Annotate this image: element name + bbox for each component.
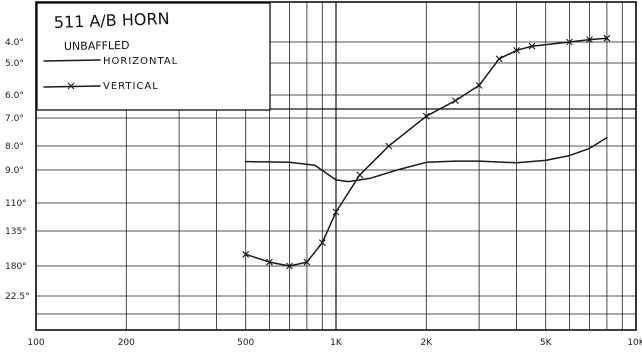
plot-frame	[35, 1, 637, 331]
chart-title: 511 A/B HORN	[53, 9, 169, 32]
legend-marker-x	[67, 82, 75, 90]
legend-label-vertical: VERTICAL	[103, 81, 159, 92]
chart-subtitle: UNBAFFLED	[64, 39, 130, 53]
data-point-vertical	[586, 36, 593, 43]
x-tick-label: 1K	[330, 338, 343, 348]
x-tick-label: 10K	[627, 338, 642, 348]
y-axis-ticks: 4.0° 5.0° 6.0° 7.0° 8.0° 9.0° 110° 135° 180° 22.5…	[5, 38, 30, 302]
legend-box	[36, 2, 271, 111]
series-line-horizontal	[244, 136, 608, 183]
legend-label-horizontal: HORIZONTAL	[103, 56, 178, 67]
y-tick-label: 135°	[5, 227, 27, 237]
series-group	[242, 34, 611, 270]
y-tick-label: 8.0°	[5, 142, 24, 152]
y-tick-label: 7.0°	[5, 114, 24, 124]
data-point-vertical	[475, 82, 483, 89]
x-tick-label: 2K	[420, 338, 433, 348]
legend: 511 A/B HORN UNBAFFLED HORIZONTAL VERTIC…	[36, 2, 271, 111]
y-tick-label: 4.0°	[5, 38, 24, 48]
x-tick-label: 5K	[540, 338, 553, 348]
data-point-vertical	[242, 250, 250, 258]
data-point-vertical	[266, 258, 273, 266]
data-point-vertical	[495, 55, 503, 63]
x-tick-label: 500	[237, 338, 254, 348]
data-point-vertical	[566, 38, 573, 46]
data-point-vertical	[318, 239, 326, 247]
legend-swatch-horizontal	[43, 59, 101, 62]
x-axis-ticks: 100 200 500 1K 2K 5K 10K	[27, 338, 642, 348]
x-tick-label: 100	[27, 338, 44, 348]
data-point-vertical	[303, 258, 311, 266]
data-point-vertical	[385, 142, 393, 150]
data-point-vertical	[528, 42, 536, 50]
y-tick-label: 22.5°	[5, 292, 30, 302]
data-point-vertical	[286, 262, 293, 270]
data-point-vertical	[332, 208, 340, 216]
y-tick-label: 110°	[5, 199, 27, 209]
data-point-vertical	[422, 112, 430, 120]
data-point-vertical	[452, 97, 459, 104]
data-point-vertical	[603, 34, 611, 42]
y-tick-label: 9.0°	[5, 166, 24, 176]
y-tick-label: 5.0°	[5, 59, 24, 69]
x-tick-label: 200	[118, 338, 135, 348]
y-tick-label: 180°	[5, 262, 27, 272]
y-tick-label: 6.0°	[5, 91, 24, 101]
data-point-vertical	[513, 47, 520, 54]
data-point-vertical	[356, 171, 364, 179]
